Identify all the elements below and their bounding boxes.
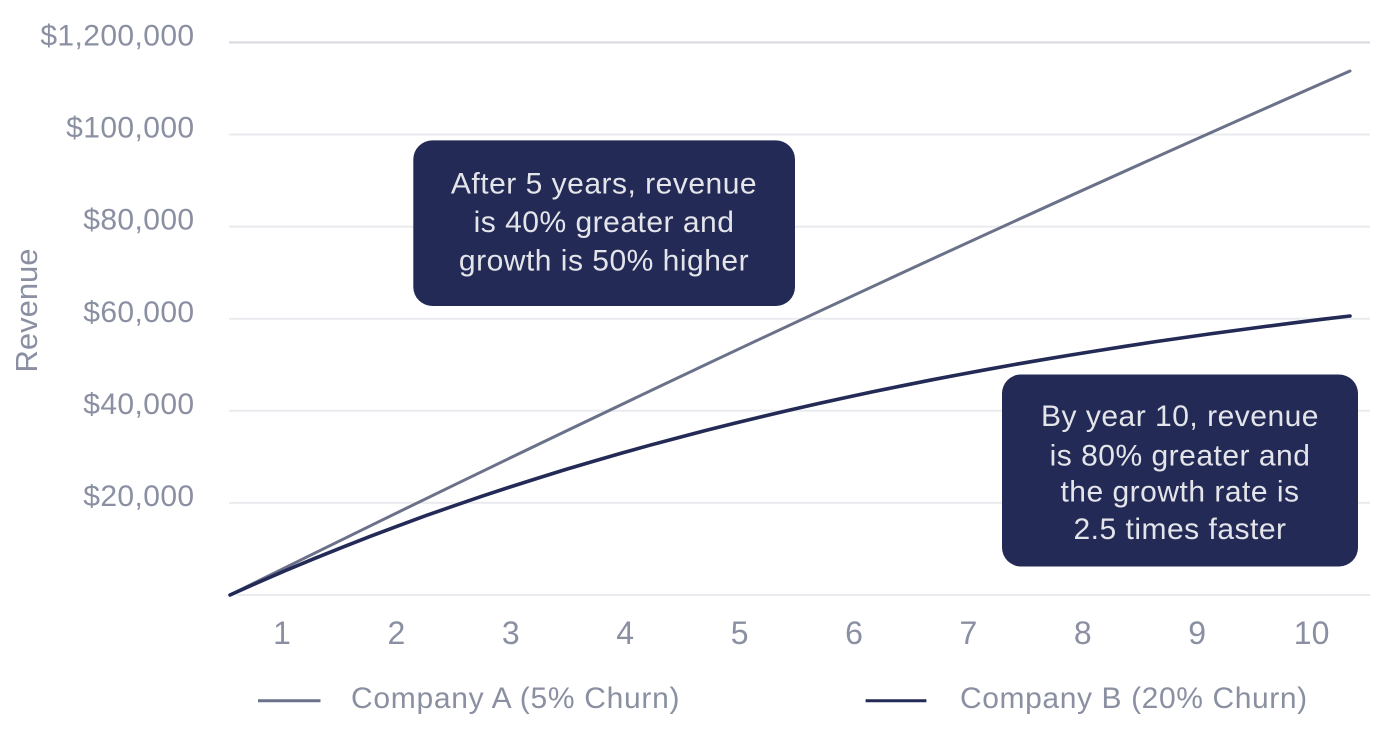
svg-text:the growth rate is: the growth rate is xyxy=(1060,476,1299,509)
svg-text:growth is 50% higher: growth is 50% higher xyxy=(459,245,749,278)
svg-text:$80,000: $80,000 xyxy=(83,204,194,237)
svg-text:2.5 times faster: 2.5 times faster xyxy=(1073,513,1286,546)
svg-text:$100,000: $100,000 xyxy=(66,112,194,145)
svg-text:After 5 years, revenue: After 5 years, revenue xyxy=(451,168,757,201)
svg-text:6: 6 xyxy=(845,615,863,651)
svg-text:$20,000: $20,000 xyxy=(83,480,194,513)
svg-text:10: 10 xyxy=(1294,615,1330,651)
svg-text:4: 4 xyxy=(616,615,634,651)
svg-text:is 80% greater and: is 80% greater and xyxy=(1050,440,1311,473)
svg-text:2: 2 xyxy=(388,615,406,651)
svg-text:8: 8 xyxy=(1074,615,1092,651)
svg-text:3: 3 xyxy=(502,615,520,651)
svg-text:Company A (5% Churn): Company A (5% Churn) xyxy=(351,682,680,715)
svg-text:$40,000: $40,000 xyxy=(83,388,194,421)
svg-text:$1,200,000: $1,200,000 xyxy=(40,20,194,53)
svg-text:1: 1 xyxy=(273,615,291,651)
svg-text:Revenue: Revenue xyxy=(9,248,44,372)
svg-text:5: 5 xyxy=(731,615,749,651)
svg-text:7: 7 xyxy=(960,615,978,651)
svg-text:9: 9 xyxy=(1188,615,1206,651)
svg-text:$60,000: $60,000 xyxy=(83,296,194,329)
svg-text:is 40% greater and: is 40% greater and xyxy=(474,206,735,239)
svg-text:By year 10, revenue: By year 10, revenue xyxy=(1041,400,1319,433)
svg-text:Company B (20% Churn): Company B (20% Churn) xyxy=(960,682,1308,715)
